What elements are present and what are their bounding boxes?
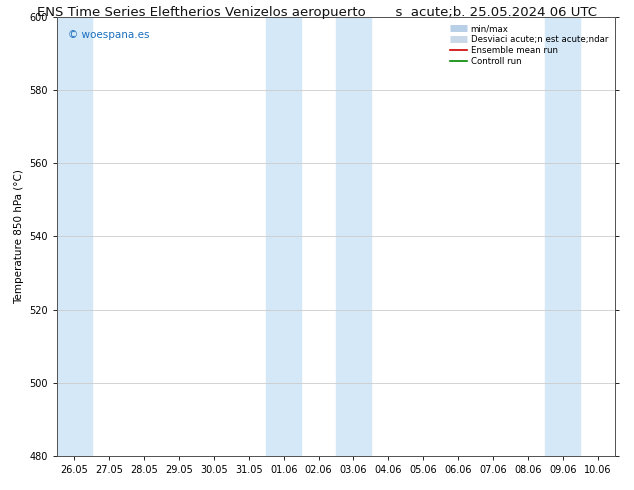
Bar bbox=[545, 17, 580, 456]
Bar bbox=[57, 17, 92, 456]
Bar bbox=[336, 17, 371, 456]
Legend: min/max, Desviaci acute;n est acute;ndar, Ensemble mean run, Controll run: min/max, Desviaci acute;n est acute;ndar… bbox=[448, 22, 611, 69]
Bar bbox=[266, 17, 301, 456]
Text: ENS Time Series Eleftherios Venizelos aeropuerto       s  acute;b. 25.05.2024 06: ENS Time Series Eleftherios Venizelos ae… bbox=[37, 6, 597, 19]
Text: © woespana.es: © woespana.es bbox=[68, 30, 150, 40]
Y-axis label: Temperature 850 hPa (°C): Temperature 850 hPa (°C) bbox=[14, 169, 24, 304]
